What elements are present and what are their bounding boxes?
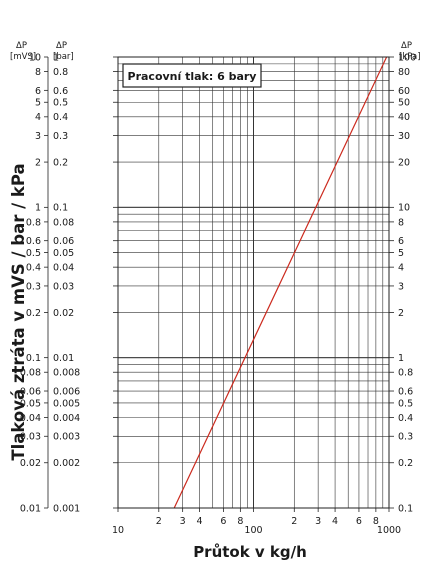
x-axis-title: Průtok v kg/h	[193, 543, 307, 561]
y-tick-label-bar: 0.004	[53, 413, 80, 424]
y-tick-label-mvs: 6	[35, 86, 41, 97]
y-tick-label-kpa: 40	[398, 112, 410, 123]
y-tick-label-kpa: 20	[398, 157, 410, 168]
y-tick-label-mvs: 5	[35, 98, 41, 109]
x-tick-label: 6	[356, 516, 362, 527]
annotation-text: Pracovní tlak: 6 bary	[128, 70, 257, 83]
x-tick-label: 4	[332, 516, 338, 527]
x-tick-label: 100	[244, 525, 262, 536]
y-tick-label-mvs: 0.02	[20, 458, 41, 469]
x-tick-label: 3	[315, 516, 321, 527]
y-tick-label-mvs: 2	[35, 157, 41, 168]
header-mvs-symbol: ΔP	[16, 41, 27, 51]
y-tick-label-kpa: 1	[398, 353, 404, 364]
y-tick-label-mvs: 0.5	[26, 248, 41, 259]
x-tick-label: 8	[373, 516, 379, 527]
y-tick-label-mvs: 4	[35, 112, 41, 123]
y-tick-label-mvs: 3	[35, 131, 41, 142]
y-tick-label-bar: 0.002	[53, 458, 80, 469]
y-tick-label-kpa: 60	[398, 86, 410, 97]
y-tick-label-bar: 0.08	[53, 217, 74, 228]
header-kpa-symbol: ΔP	[401, 41, 412, 51]
y-tick-label-bar: 0.005	[53, 398, 80, 409]
y-tick-label-mvs: 0.03	[20, 432, 41, 443]
y-tick-label-mvs: 0.4	[26, 263, 41, 274]
y-tick-label-mvs: 0.2	[26, 308, 41, 319]
y-tick-label-mvs: 0.05	[20, 398, 41, 409]
series-line	[173, 56, 388, 509]
x-tick-label: 8	[237, 516, 243, 527]
y-tick-label-kpa: 3	[398, 281, 404, 292]
y-tick-label-mvs: 0.6	[26, 236, 41, 247]
y-tick-label-kpa: 80	[398, 67, 410, 78]
y-tick-label-kpa: 100	[398, 52, 416, 63]
y-tick-label-kpa: 0.5	[398, 398, 413, 409]
y-tick-label-bar: 0.05	[53, 248, 74, 259]
y-tick-label-bar: 0.001	[53, 503, 80, 514]
x-tick-label: 6	[220, 516, 226, 527]
y-tick-label-kpa: 6	[398, 236, 404, 247]
y-tick-label-mvs: 0.8	[26, 217, 41, 228]
x-tick-label: 2	[156, 516, 162, 527]
x-tick-label: 2	[291, 516, 297, 527]
x-tick-label: 1000	[377, 525, 401, 536]
header-bar-symbol: ΔP	[56, 41, 67, 51]
y-tick-label-bar: 0.3	[53, 131, 68, 142]
series-layer	[173, 56, 388, 509]
header-bar-unit: [bar]	[53, 52, 74, 62]
y-tick-label-bar: 0.6	[53, 86, 68, 97]
y-tick-label-bar: 1	[53, 52, 59, 63]
x-tick-label: 4	[197, 516, 203, 527]
y-tick-label-kpa: 8	[398, 217, 404, 228]
y-tick-label-bar: 0.02	[53, 308, 74, 319]
y-tick-label-mvs: 0.04	[20, 413, 41, 424]
y-tick-label-mvs: 0.3	[26, 281, 41, 292]
y-tick-label-bar: 0.01	[53, 353, 74, 364]
y-tick-label-kpa: 0.3	[398, 432, 413, 443]
y-tick-label-kpa: 0.8	[398, 368, 413, 379]
annotation-box: Pracovní tlak: 6 bary	[122, 63, 262, 88]
y-tick-label-kpa: 5	[398, 248, 404, 259]
header-mvs-unit: [mVS]	[10, 52, 36, 62]
y-tick-label-bar: 0.003	[53, 432, 80, 443]
y-tick-label-bar: 0.04	[53, 263, 74, 274]
y-tick-label-bar: 0.2	[53, 157, 68, 168]
header-kpa-unit: [kPa]	[399, 52, 421, 62]
y-tick-label-mvs: 0.1	[26, 353, 41, 364]
y-tick-label-kpa: 2	[398, 308, 404, 319]
y-tick-label-mvs: 10	[29, 52, 41, 63]
x-tick-label: 10	[112, 525, 124, 536]
y-tick-label-bar: 0.06	[53, 236, 74, 247]
y-tick-label-kpa: 30	[398, 131, 410, 142]
y-tick-label-mvs: 0.01	[20, 503, 41, 514]
y-tick-label-bar: 0.006	[53, 386, 80, 397]
y-tick-label-mvs: 8	[35, 67, 41, 78]
y-tick-label-kpa: 10	[398, 203, 410, 214]
y-tick-label-kpa: 0.6	[398, 386, 413, 397]
y-tick-label-kpa: 50	[398, 98, 410, 109]
x-tick-label: 3	[180, 516, 186, 527]
y-tick-label-kpa: 4	[398, 263, 404, 274]
y-tick-label-mvs: 0.06	[20, 386, 41, 397]
y-tick-label-bar: 0.03	[53, 281, 74, 292]
y-tick-label-bar: 0.008	[53, 368, 80, 379]
y-tick-label-bar: 0.4	[53, 112, 68, 123]
y-tick-label-bar: 0.8	[53, 67, 68, 78]
y-tick-label-kpa: 0.4	[398, 413, 413, 424]
y-tick-label-bar: 0.1	[53, 203, 68, 214]
y-tick-label-bar: 0.5	[53, 98, 68, 109]
y-tick-label-kpa: 0.1	[398, 503, 413, 514]
y-tick-label-mvs: 1	[35, 203, 41, 214]
y-tick-label-mvs: 0.08	[20, 368, 41, 379]
grid	[117, 56, 390, 509]
y-tick-label-kpa: 0.2	[398, 458, 413, 469]
y-axis-title: Tlaková ztráta v mVS / bar / kPa	[9, 163, 28, 460]
